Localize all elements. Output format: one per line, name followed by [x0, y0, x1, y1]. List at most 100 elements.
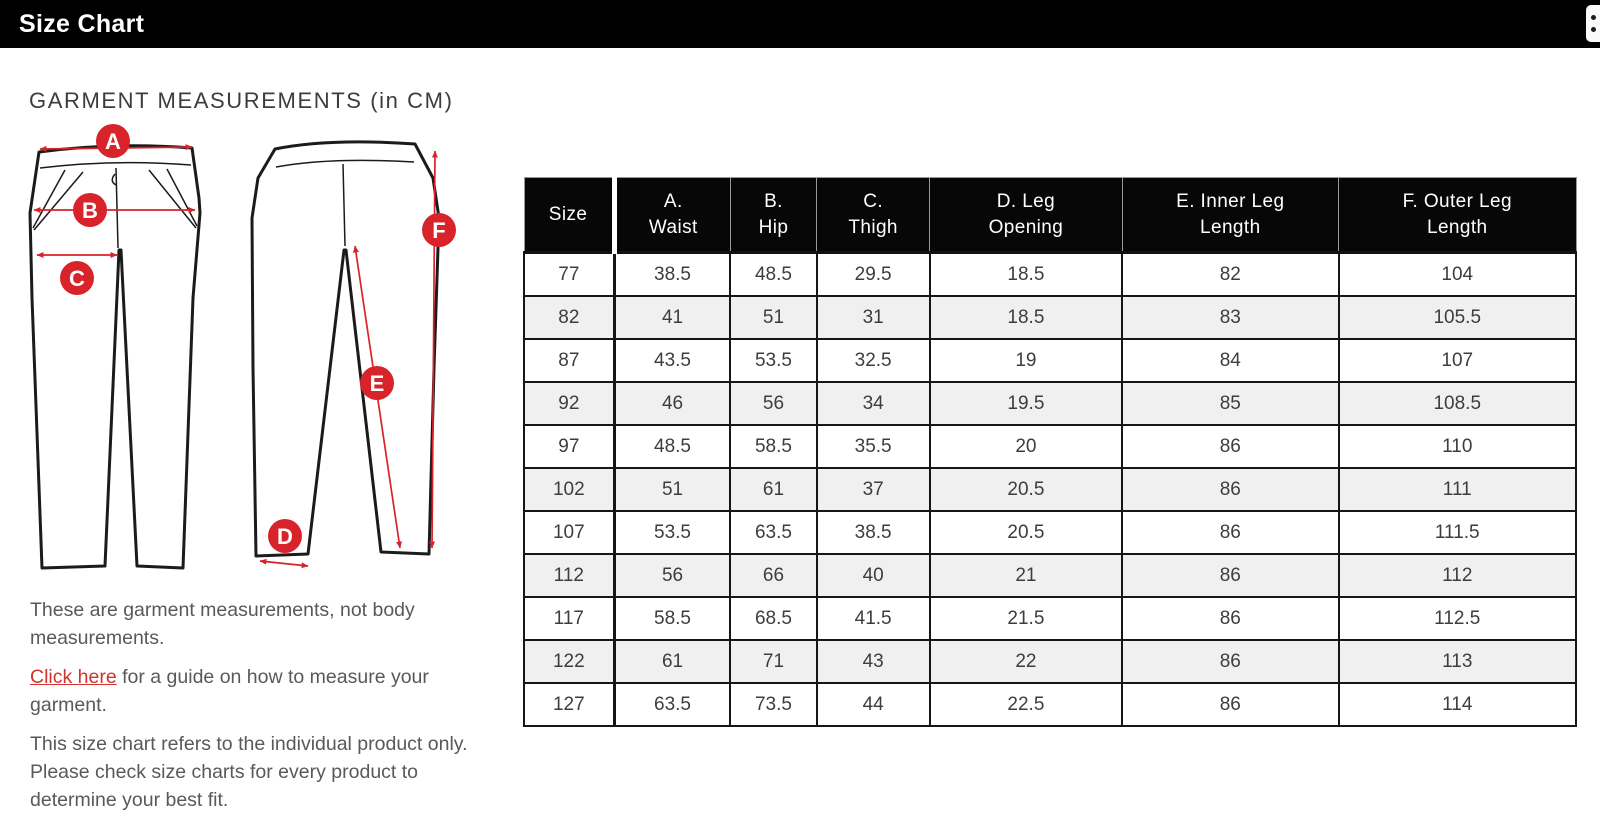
measurement-cell: 32.5 [815, 338, 931, 383]
marker-f: F [422, 213, 456, 247]
measurement-cell: 58.5 [729, 424, 818, 469]
size-row: 122 61 71 43 22 86 113 [522, 639, 1577, 684]
measurement-cell: 51 [729, 295, 818, 340]
notes: These are garment measurements, not body… [30, 596, 488, 825]
measurement-cell: 38.5 [613, 251, 732, 297]
size-row: 107 53.5 63.5 38.5 20.5 86 111.5 [522, 510, 1577, 555]
marker-d: D [268, 519, 302, 553]
pants-measurement-diagram: A B C D E F [28, 124, 456, 570]
measurement-cell: 86 [1121, 553, 1340, 598]
measurement-cell: 84 [1121, 338, 1340, 383]
measurement-cell: 68.5 [729, 596, 818, 641]
svg-text:B: B [82, 198, 98, 223]
measurement-cell: 31 [815, 295, 931, 340]
measurement-cell: 112.5 [1337, 596, 1577, 641]
measurement-cell: 22 [928, 639, 1124, 684]
measurement-cell: 43.5 [613, 338, 732, 383]
column-header: D. Leg Opening [929, 177, 1123, 254]
size-cell: 117 [522, 596, 616, 641]
size-cell: 122 [522, 639, 616, 684]
dot-icon [1591, 27, 1596, 32]
measurement-cell: 18.5 [928, 295, 1124, 340]
measurement-cell: 61 [613, 639, 732, 684]
size-row: 77 38.5 48.5 29.5 18.5 82 104 [522, 251, 1577, 297]
measurement-cell: 22.5 [928, 682, 1124, 727]
measurement-cell: 48.5 [613, 424, 732, 469]
measurement-cell: 56 [729, 381, 818, 426]
measurement-cell: 85 [1121, 381, 1340, 426]
note-garment-measurements: These are garment measurements, not body… [30, 599, 415, 649]
measurement-cell: 53.5 [613, 510, 732, 555]
leg-opening-arrow [259, 558, 309, 569]
measurement-cell: 104 [1337, 251, 1577, 297]
pants-back-outline [250, 140, 441, 558]
measurement-cell: 20.5 [928, 467, 1124, 512]
header-row: Size A. Waist B. Hip C. Thigh D. Leg Opening… [523, 177, 1577, 254]
svg-text:E: E [370, 371, 385, 396]
size-row: 112 56 66 40 21 86 112 [522, 553, 1577, 598]
measurement-cell: 21.5 [928, 596, 1124, 641]
size-table: Size A. Waist B. Hip C. Thigh D. Leg Opening… [522, 177, 1577, 727]
svg-text:A: A [105, 129, 121, 154]
column-header: A. Waist [611, 177, 731, 254]
measurement-cell: 19 [928, 338, 1124, 383]
measurement-cell: 29.5 [815, 251, 931, 297]
measurement-cell: 110 [1337, 424, 1577, 469]
size-cell: 127 [522, 682, 616, 727]
size-row: 82 41 51 31 18.5 83 105.5 [522, 295, 1577, 340]
note-measure-guide: Click here for a guide on how to measure… [30, 663, 488, 719]
column-header-size: Size [523, 177, 615, 254]
truncated-corner-button[interactable] [1586, 5, 1600, 42]
measurement-cell: 43 [815, 639, 931, 684]
size-cell: 102 [522, 467, 616, 512]
note-measure-guide-text: for a guide on how to measure your garme… [30, 666, 429, 716]
marker-b: B [73, 193, 107, 227]
measurement-cell: 58.5 [613, 596, 732, 641]
measurement-cell: 63.5 [613, 682, 732, 727]
measurement-cell: 63.5 [729, 510, 818, 555]
measurement-cell: 53.5 [729, 338, 818, 383]
measurement-cell: 34 [815, 381, 931, 426]
size-cell: 77 [522, 251, 616, 297]
measurement-cell: 86 [1121, 510, 1340, 555]
measurement-cell: 83 [1121, 295, 1340, 340]
measurement-cell: 112 [1337, 553, 1577, 598]
section-heading: GARMENT MEASUREMENTS (in CM) [29, 88, 454, 113]
svg-text:C: C [69, 266, 85, 291]
dot-icon [1591, 15, 1596, 20]
measurement-cell: 37 [815, 467, 931, 512]
measurement-cell: 71 [729, 639, 818, 684]
marker-c: C [60, 261, 94, 295]
column-header: C. Thigh [816, 177, 931, 254]
measurement-cell: 20.5 [928, 510, 1124, 555]
size-table-container: Size A. Waist B. Hip C. Thigh D. Leg Opening… [522, 177, 1577, 727]
size-row: 92 46 56 34 19.5 85 108.5 [522, 381, 1577, 426]
measurement-cell: 86 [1121, 639, 1340, 684]
measurement-cell: 114 [1337, 682, 1577, 727]
size-row: 102 51 61 37 20.5 86 111 [522, 467, 1577, 512]
measurement-cell: 48.5 [729, 251, 818, 297]
measurement-cell: 86 [1121, 424, 1340, 469]
measurement-cell: 21 [928, 553, 1124, 598]
measurement-cell: 41.5 [815, 596, 931, 641]
measurement-cell: 86 [1121, 467, 1340, 512]
size-row: 127 63.5 73.5 44 22.5 86 114 [522, 682, 1577, 727]
marker-a: A [96, 124, 130, 158]
measurement-cell: 56 [613, 553, 732, 598]
measurement-cell: 108.5 [1337, 381, 1577, 426]
measurement-cell: 105.5 [1337, 295, 1577, 340]
measurement-cell: 38.5 [815, 510, 931, 555]
column-header: F. Outer Leg Length [1338, 177, 1577, 254]
measurement-cell: 82 [1121, 251, 1340, 297]
size-cell: 107 [522, 510, 616, 555]
measurement-cell: 113 [1337, 639, 1577, 684]
size-cell: 87 [522, 338, 616, 383]
measurement-cell: 20 [928, 424, 1124, 469]
marker-e: E [360, 366, 394, 400]
svg-text:D: D [277, 524, 293, 549]
size-cell: 92 [522, 381, 616, 426]
measurement-cell: 46 [613, 381, 732, 426]
click-here-link[interactable]: Click here [30, 666, 117, 688]
measurement-cell: 86 [1121, 596, 1340, 641]
measurement-cell: 41 [613, 295, 732, 340]
